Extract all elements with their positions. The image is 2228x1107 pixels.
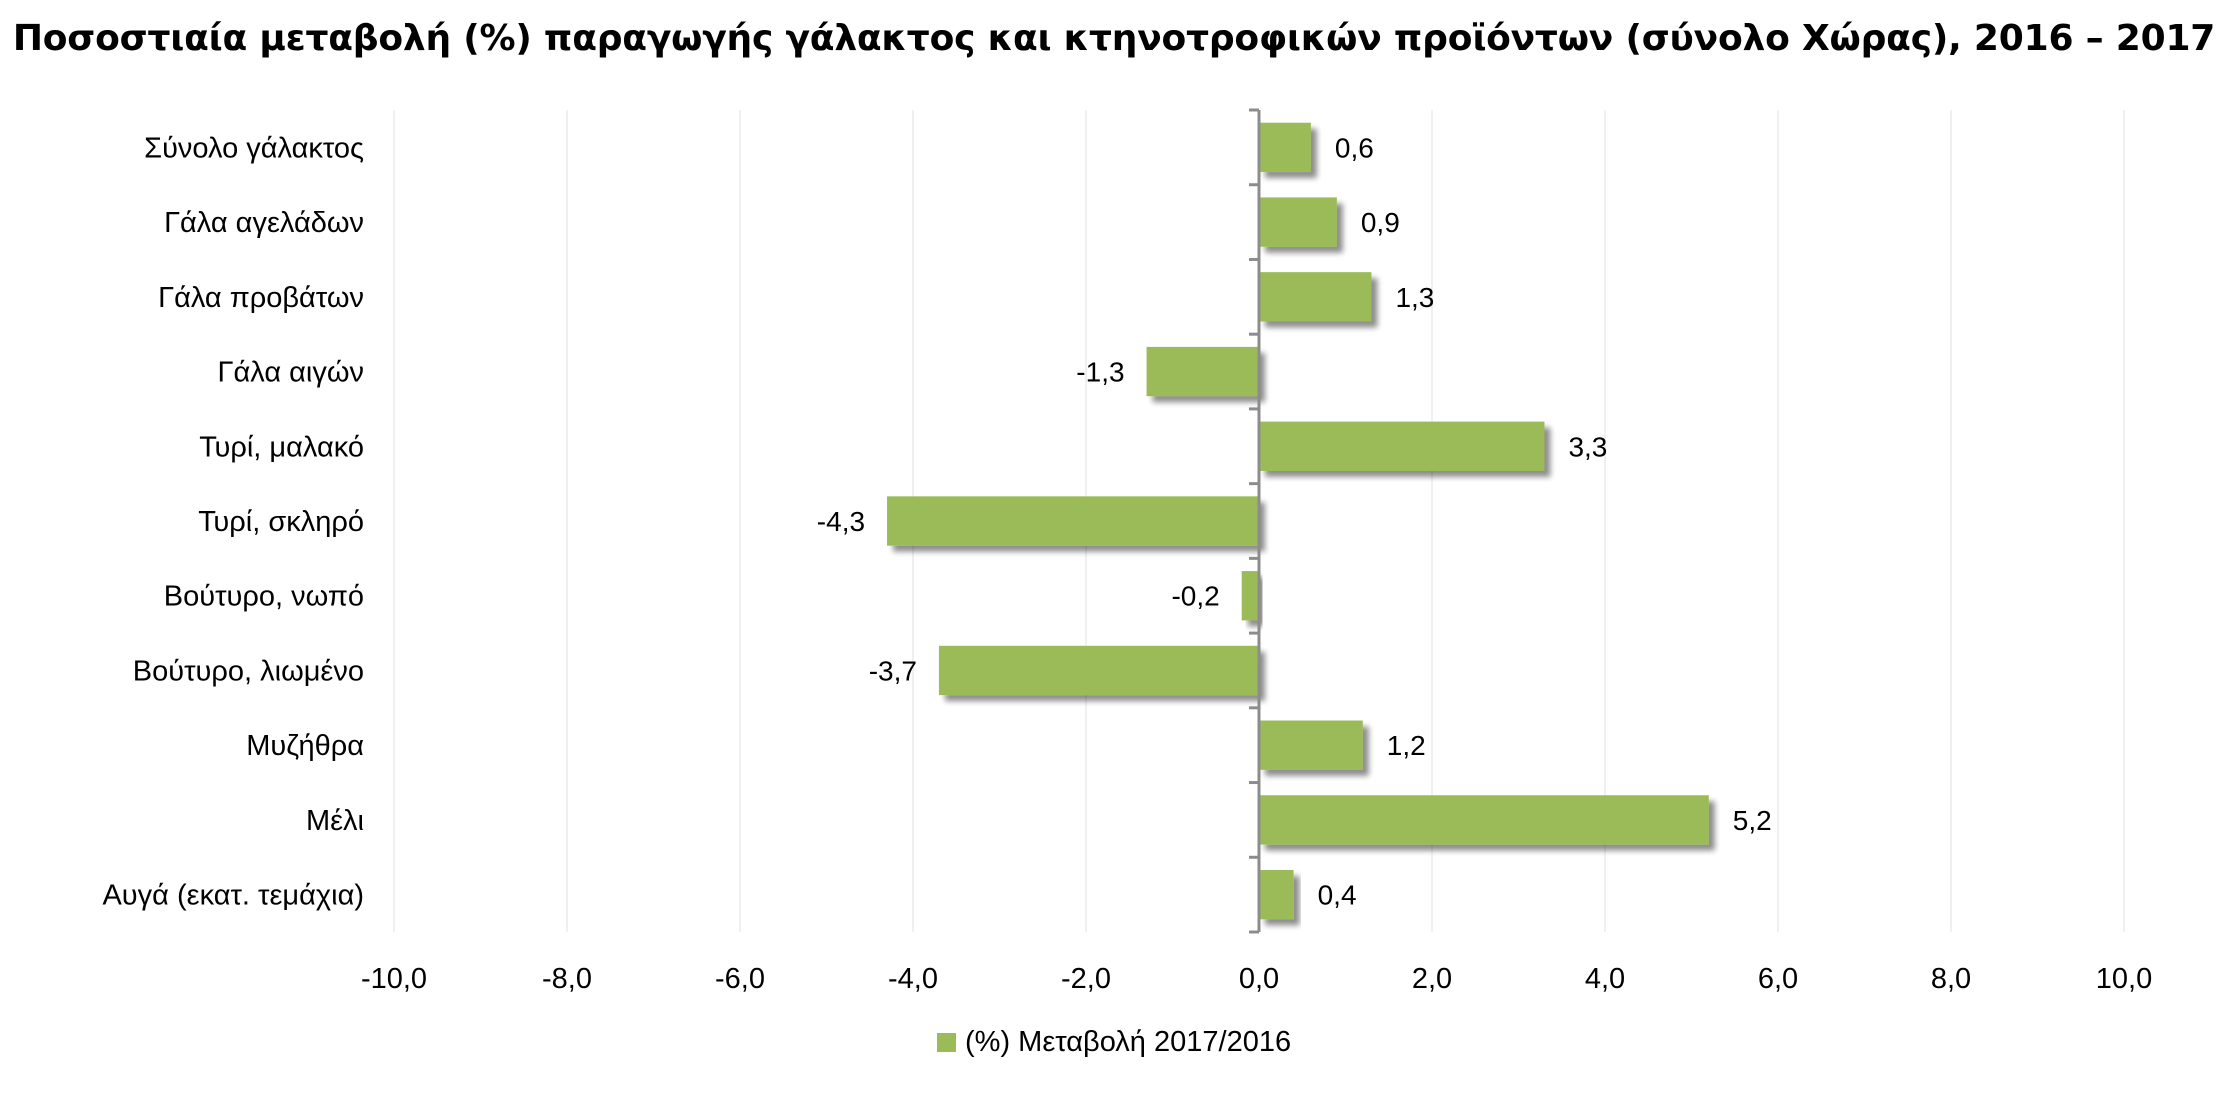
bar bbox=[938, 645, 1259, 696]
bar bbox=[887, 496, 1259, 546]
category-label: Αυγά (εκατ. τεμάχια) bbox=[102, 880, 364, 912]
data-label: 1,3 bbox=[1395, 282, 1434, 313]
category-labels: Σύνολο γάλακτος Γάλα αγελάδων Γάλα προβάτω… bbox=[102, 132, 364, 911]
x-tick-label: -2,0 bbox=[1061, 963, 1111, 995]
x-tick-label: -4,0 bbox=[888, 963, 938, 995]
bar bbox=[1259, 720, 1363, 770]
category-label: Τυρί, σκληρό bbox=[198, 506, 364, 538]
category-label: Γάλα αιγών bbox=[218, 357, 364, 389]
legend: (%) Μεταβολή 2017/2016 bbox=[937, 1026, 1291, 1058]
data-label: 5,2 bbox=[1733, 805, 1772, 836]
data-label: -3,7 bbox=[869, 655, 917, 686]
bar bbox=[1259, 421, 1545, 471]
gridlines bbox=[393, 110, 2125, 932]
x-tick-label: 10,0 bbox=[2096, 963, 2152, 995]
data-label: 0,6 bbox=[1335, 132, 1374, 163]
bar bbox=[1259, 197, 1337, 247]
bar bbox=[1146, 346, 1259, 397]
category-label: Σύνολο γάλακτος bbox=[144, 132, 364, 164]
zero-axis bbox=[1249, 108, 1261, 934]
data-label: -4,3 bbox=[817, 506, 865, 537]
category-label: Μέλι bbox=[306, 805, 364, 837]
data-label: 1,2 bbox=[1387, 730, 1426, 761]
x-tick-label: -10,0 bbox=[361, 963, 427, 995]
x-tick-label: -8,0 bbox=[542, 963, 592, 995]
category-label: Βούτυρο, λιωμένο bbox=[133, 655, 364, 687]
data-label: -0,2 bbox=[1171, 581, 1219, 612]
x-tick-label: 4,0 bbox=[1585, 963, 1625, 995]
x-tick-label: -6,0 bbox=[715, 963, 765, 995]
data-label: 0,9 bbox=[1361, 207, 1400, 238]
bar bbox=[1259, 795, 1709, 845]
bar bbox=[1259, 869, 1294, 920]
x-tick-labels: -10,0 -8,0 -6,0 -4,0 -2,0 0,0 2,0 4,0 6,0 8,0 10,0 bbox=[361, 963, 2152, 995]
x-tick-label: 2,0 bbox=[1412, 963, 1452, 995]
data-label: -1,3 bbox=[1076, 357, 1124, 388]
x-tick-label: 0,0 bbox=[1239, 963, 1279, 995]
bar bbox=[1259, 272, 1372, 322]
data-label: 0,4 bbox=[1318, 880, 1357, 911]
x-tick-label: 6,0 bbox=[1758, 963, 1798, 995]
category-label: Βούτυρο, νωπό bbox=[164, 581, 364, 613]
bars bbox=[887, 122, 1709, 920]
category-label: Μυζήθρα bbox=[246, 730, 364, 762]
category-label: Τυρί, μαλακό bbox=[199, 431, 364, 463]
legend-swatch bbox=[937, 1033, 956, 1052]
data-labels: 0,6 0,9 1,3 -1,3 3,3 -4,3 -0,2 -3,7 1,2 5,2 0,4 bbox=[817, 132, 1772, 910]
bar bbox=[1259, 122, 1311, 173]
category-label: Γάλα αγελάδων bbox=[164, 207, 364, 239]
category-label: Γάλα προβάτων bbox=[158, 282, 364, 314]
chart-title: Ποσοστιαία μεταβολή (%) παραγωγής γάλακτ… bbox=[12, 18, 2216, 59]
x-tick-label: 8,0 bbox=[1931, 963, 1971, 995]
data-label: 3,3 bbox=[1568, 431, 1607, 462]
legend-label: (%) Μεταβολή 2017/2016 bbox=[965, 1026, 1291, 1058]
bar bbox=[1241, 571, 1259, 621]
